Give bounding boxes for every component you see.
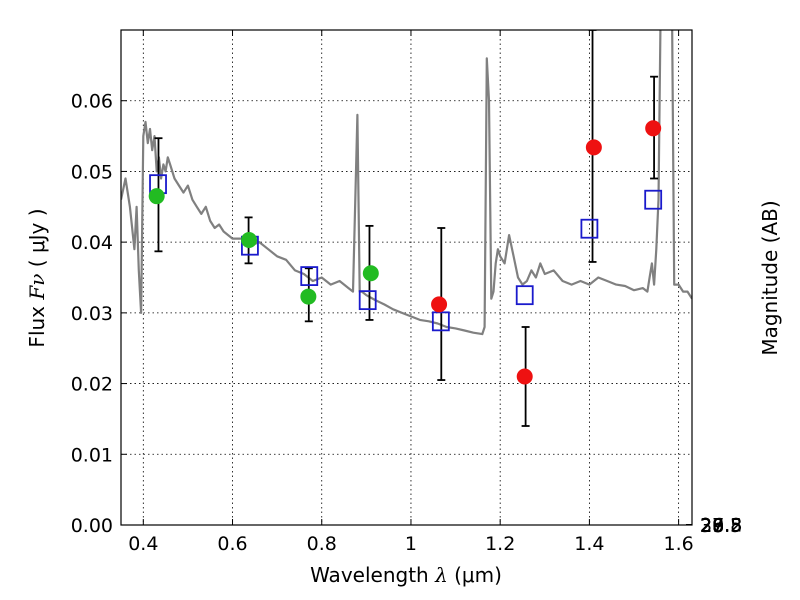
observed-point-red (585, 139, 602, 156)
error-bars (154, 30, 659, 427)
plot-frame (120, 29, 693, 526)
observed-point-green (241, 232, 258, 249)
y2-tick-label: 27.2 (700, 515, 742, 537)
y-tick-label: 0.03 (71, 303, 113, 325)
observed-point-green (148, 188, 165, 205)
x-tick-label: 0.8 (307, 533, 337, 555)
x-tick-label: 1.4 (574, 533, 604, 555)
y2-tick-label: 29 (700, 515, 724, 537)
x-tick-label: 1 (405, 533, 417, 555)
model-photometry-square (300, 266, 319, 286)
y-tick-label: 0.04 (71, 232, 113, 254)
model-photometry-square (580, 218, 599, 239)
tick-labels: 0.4 0.6 0.8 1 1.2 1.4 1.6 0.00 0.01 0.02 0.03 0.04 0… (71, 91, 743, 555)
observed-point-green (300, 288, 317, 305)
model-spectrum-line (121, 30, 692, 336)
model-photometry-square (358, 290, 377, 311)
y-tick-label: 0.02 (71, 374, 113, 396)
y-tick-label: 0.00 (71, 515, 113, 537)
y2-tick-label: 27.5 (700, 515, 742, 537)
y-tick-label: 0.05 (71, 161, 113, 183)
x-axis-title: Wavelength λ (μm) (310, 563, 502, 587)
observed-points (148, 120, 662, 385)
y-axis-title: Flux Fν ( μJy ) (25, 208, 49, 347)
y2-tick-label: 30 (700, 515, 724, 537)
observed-point-green (362, 265, 379, 282)
model-photometry-square (644, 189, 663, 210)
y2-axis-title: Magnitude (AB) (758, 200, 782, 355)
x-tick-label: 1.2 (485, 533, 515, 555)
model-photometry-square (515, 285, 534, 306)
grid-lines (121, 30, 692, 525)
model-photometry-square (431, 311, 450, 332)
x-tick-label: 1.6 (664, 533, 694, 555)
observed-point-red (645, 120, 662, 137)
observed-point-red (431, 296, 448, 313)
axis-ticks (121, 30, 692, 526)
observed-point-red (516, 368, 533, 385)
x-tick-label: 0.4 (128, 533, 158, 555)
model-spectrum (121, 30, 692, 336)
y2-tick-label: 28.5 (700, 515, 742, 537)
y2-tick-label: 27 (700, 515, 724, 537)
y2-tick-label: 28 (700, 515, 724, 537)
model-photometry-squares (149, 174, 663, 332)
y-tick-label: 0.06 (71, 91, 113, 113)
y-tick-label: 0.01 (71, 444, 113, 466)
x-tick-label: 0.6 (217, 533, 247, 555)
y2-tick-label: 26.8 (700, 515, 742, 537)
